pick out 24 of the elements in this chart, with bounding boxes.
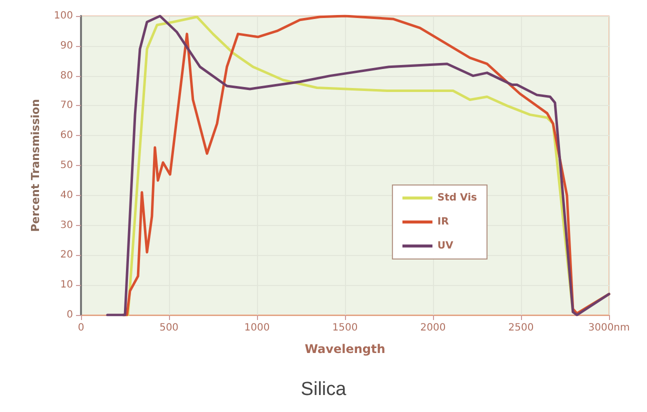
x-axis-title: Wavelength: [304, 342, 386, 356]
x-tick-label: 500: [159, 322, 179, 334]
legend-label: UV: [437, 240, 454, 252]
text: Silica: [300, 379, 347, 400]
legend-label: IR: [437, 216, 450, 228]
y-tick-label: 80: [60, 70, 73, 82]
y-tick-label: 10: [60, 280, 73, 291]
y-tick-label: 50: [60, 160, 73, 171]
x-tick-label: 3000nm: [588, 322, 630, 334]
x-tick-label: 1500: [332, 322, 358, 334]
y-tick-label: 60: [60, 130, 73, 142]
y-tick-label: 90: [60, 40, 73, 52]
x-tick-label: 2500: [508, 322, 534, 334]
x-tick-label: 2000: [420, 322, 446, 334]
x-tick-label: 0: [78, 322, 84, 334]
legend-label: Std Vis: [437, 192, 478, 204]
y-tick-label: 70: [60, 100, 73, 112]
y-tick-label: 20: [60, 250, 73, 261]
x-tick-label: 1000: [244, 322, 270, 334]
y-tick-label: 0: [66, 310, 73, 320]
y-tick-label: 30: [60, 220, 73, 231]
y-axis-title: Percent Transmission: [29, 99, 42, 232]
y-tick-label: 100: [54, 10, 73, 22]
y-tick-label: 40: [60, 190, 73, 201]
